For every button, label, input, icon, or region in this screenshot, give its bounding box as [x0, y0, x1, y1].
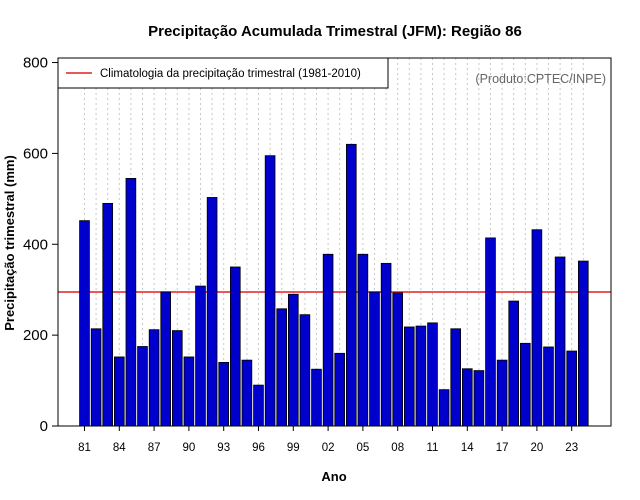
bar-2000 — [299, 314, 311, 427]
bar-1997 — [264, 155, 276, 427]
bar-2017 — [496, 359, 508, 427]
bar-2006 — [369, 291, 380, 427]
x-axis: 81 84 87 90 93 96 99 02 05 08 11 14 17 20 23 — [78, 426, 578, 454]
x-tick-label: 87 — [148, 442, 161, 454]
bar-2010 — [415, 325, 427, 427]
bar-2007 — [380, 262, 392, 427]
bar-1987 — [148, 329, 160, 427]
bar-2002 — [322, 253, 334, 427]
product-credit: (Produto:CPTEC/INPE) — [475, 72, 606, 86]
x-tick-label: 93 — [217, 442, 230, 454]
legend: Climatologia da precipitação trimestral … — [57, 57, 389, 89]
bar-2009 — [403, 326, 415, 427]
bar-1992 — [206, 197, 218, 427]
y-tick-label: 0 — [40, 418, 48, 435]
x-tick-label: 20 — [531, 442, 544, 454]
y-axis-title: Precipitação trimestral (mm) — [2, 155, 17, 331]
x-tick-label: 11 — [427, 442, 439, 454]
x-tick-label: 99 — [287, 442, 300, 454]
bar-1989 — [171, 330, 183, 427]
bar-1991 — [195, 285, 206, 427]
bar-1990 — [183, 356, 195, 427]
legend-label: Climatologia da precipitação trimestral … — [100, 68, 361, 80]
x-tick-label: 08 — [391, 442, 404, 454]
bar-1981 — [79, 220, 90, 427]
bar-1996 — [253, 384, 264, 427]
x-tick-label: 84 — [113, 442, 126, 454]
bar-2014 — [461, 368, 473, 427]
x-tick-label: 96 — [252, 442, 265, 454]
bar-2011 — [427, 322, 438, 427]
bar-1993 — [218, 361, 230, 427]
bar-1985 — [125, 177, 137, 427]
x-tick-label: 14 — [461, 442, 474, 454]
x-tick-label: 90 — [183, 442, 196, 454]
x-tick-label: 81 — [78, 442, 91, 454]
bar-1983 — [102, 202, 114, 427]
bar-1994 — [229, 266, 241, 427]
bar-2005 — [357, 253, 369, 427]
bar-2012 — [438, 389, 450, 427]
bar-2015 — [473, 370, 485, 427]
bar-1995 — [241, 359, 253, 427]
y-tick-label: 400 — [23, 236, 48, 253]
bar-2023 — [566, 350, 577, 427]
bar-2021 — [543, 346, 554, 427]
y-tick-label: 200 — [23, 327, 48, 344]
bar-2001 — [311, 368, 322, 427]
bar-2013 — [450, 328, 461, 427]
bar-2016 — [485, 237, 496, 427]
x-tick-label: 05 — [357, 442, 370, 454]
x-tick-label: 17 — [496, 442, 509, 454]
bar-2008 — [392, 292, 403, 427]
y-tick-label: 800 — [23, 55, 48, 72]
bar-2022 — [554, 256, 566, 427]
bar-2024 — [578, 260, 589, 427]
bar-1984 — [114, 356, 125, 427]
bar-1986 — [137, 346, 148, 427]
bar-2019 — [520, 342, 531, 427]
bar-2004 — [345, 143, 357, 427]
bar-2003 — [334, 352, 345, 427]
x-axis-title: Ano — [321, 469, 346, 484]
chart-title: Precipitação Acumulada Trimestral (JFM):… — [148, 23, 522, 40]
bar-1999 — [287, 293, 299, 427]
x-tick-label: 02 — [322, 442, 335, 454]
bar-2020 — [531, 229, 543, 427]
bar-1998 — [276, 308, 287, 427]
bar-1988 — [160, 291, 172, 427]
y-axis: 0 200 400 600 800 — [23, 55, 58, 435]
bar-1982 — [90, 328, 102, 427]
bars — [79, 143, 589, 427]
y-tick-label: 600 — [23, 145, 48, 162]
x-tick-label: 23 — [565, 442, 578, 454]
bar-2018 — [508, 300, 519, 427]
legend-box — [57, 57, 389, 89]
